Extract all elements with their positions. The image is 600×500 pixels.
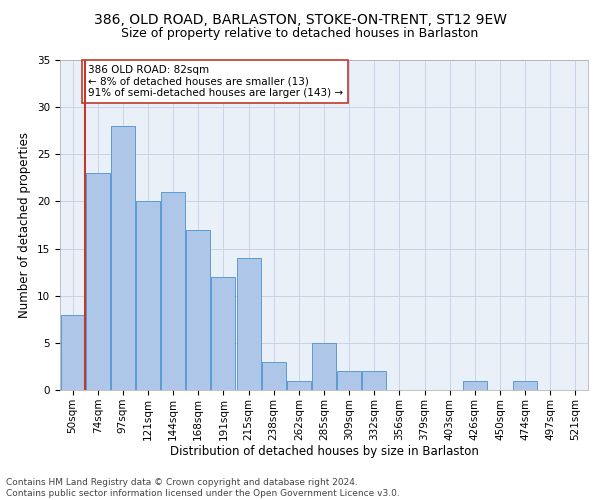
- Bar: [161, 192, 185, 390]
- Bar: [136, 202, 160, 390]
- Bar: [463, 380, 487, 390]
- Text: 386, OLD ROAD, BARLASTON, STOKE-ON-TRENT, ST12 9EW: 386, OLD ROAD, BARLASTON, STOKE-ON-TRENT…: [94, 12, 506, 26]
- Text: Contains HM Land Registry data © Crown copyright and database right 2024.
Contai: Contains HM Land Registry data © Crown c…: [6, 478, 400, 498]
- Bar: [187, 230, 210, 390]
- Y-axis label: Number of detached properties: Number of detached properties: [19, 132, 31, 318]
- Bar: [61, 314, 85, 390]
- Bar: [262, 362, 286, 390]
- Bar: [513, 380, 537, 390]
- Text: Size of property relative to detached houses in Barlaston: Size of property relative to detached ho…: [121, 28, 479, 40]
- Text: 386 OLD ROAD: 82sqm
← 8% of detached houses are smaller (13)
91% of semi-detache: 386 OLD ROAD: 82sqm ← 8% of detached hou…: [88, 64, 343, 98]
- Bar: [86, 173, 110, 390]
- Bar: [236, 258, 260, 390]
- Bar: [211, 277, 235, 390]
- Bar: [337, 371, 361, 390]
- Bar: [287, 380, 311, 390]
- Bar: [111, 126, 135, 390]
- Bar: [312, 343, 336, 390]
- Bar: [362, 371, 386, 390]
- X-axis label: Distribution of detached houses by size in Barlaston: Distribution of detached houses by size …: [170, 446, 478, 458]
